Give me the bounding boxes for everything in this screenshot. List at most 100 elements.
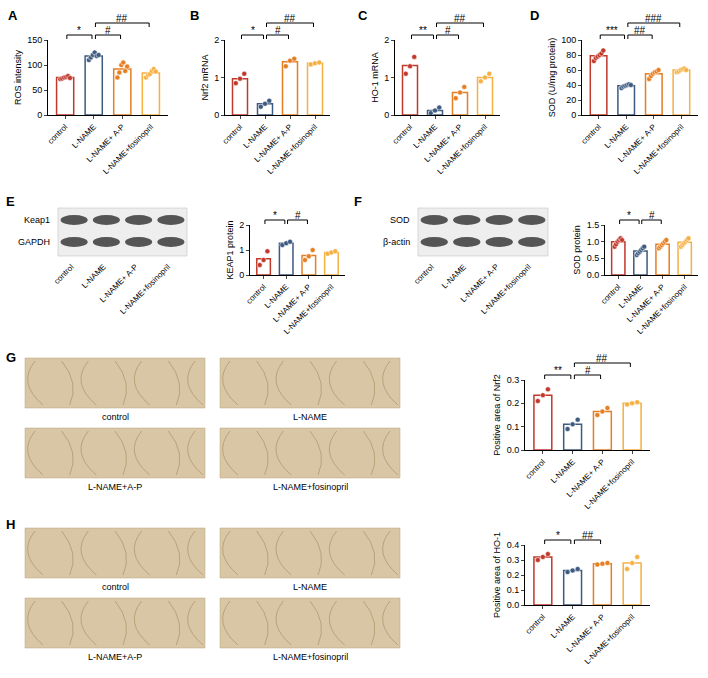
svg-text:H: H xyxy=(6,517,15,532)
svg-text:L-NAME+fosinopril: L-NAME+fosinopril xyxy=(583,612,637,666)
svg-text:1.5: 1.5 xyxy=(587,220,600,230)
svg-text:control: control xyxy=(46,122,70,146)
svg-text:1.0: 1.0 xyxy=(587,237,600,247)
svg-text:control: control xyxy=(221,122,245,146)
svg-text:L-NAME: L-NAME xyxy=(603,122,631,150)
svg-text:control: control xyxy=(102,582,129,592)
svg-text:2: 2 xyxy=(384,35,389,45)
svg-text:L-NAME: L-NAME xyxy=(617,282,645,310)
svg-text:L-NAME: L-NAME xyxy=(549,612,577,640)
svg-text:*: * xyxy=(273,210,277,221)
svg-text:C: C xyxy=(358,8,368,23)
svg-text:control: control xyxy=(244,282,268,306)
svg-text:L-NAME+fosinopril: L-NAME+fosinopril xyxy=(273,482,348,492)
svg-text:#: # xyxy=(275,25,281,36)
svg-text:100: 100 xyxy=(561,35,576,45)
svg-text:*: * xyxy=(556,530,560,541)
svg-text:0: 0 xyxy=(571,110,576,120)
svg-text:Positive area of HO-1: Positive area of HO-1 xyxy=(492,532,502,618)
svg-text:1: 1 xyxy=(214,73,219,83)
svg-text:0.1: 0.1 xyxy=(507,422,520,432)
svg-text:##: ## xyxy=(596,353,608,364)
svg-text:L-NAME: L-NAME xyxy=(263,282,291,310)
svg-text:E: E xyxy=(6,194,15,209)
svg-text:L-NAME+fosinopril: L-NAME+fosinopril xyxy=(436,122,490,176)
svg-text:Nrf2 mRNA: Nrf2 mRNA xyxy=(200,54,210,100)
svg-text:##: ## xyxy=(582,530,594,541)
svg-text:L-NAME+ A-P: L-NAME+ A-P xyxy=(253,122,295,164)
svg-text:L-NAME+A-P: L-NAME+A-P xyxy=(88,482,142,492)
svg-text:β-actin: β-actin xyxy=(383,237,410,247)
svg-text:L-NAME+fosinopril: L-NAME+fosinopril xyxy=(118,262,172,316)
svg-text:40: 40 xyxy=(566,80,576,90)
svg-text:20: 20 xyxy=(566,95,576,105)
svg-text:L-NAME+ A-P: L-NAME+ A-P xyxy=(423,122,465,164)
svg-text:0: 0 xyxy=(214,110,219,120)
svg-text:L-NAME+ A-P: L-NAME+ A-P xyxy=(98,263,140,305)
svg-text:HO-1 mRNA: HO-1 mRNA xyxy=(370,52,380,103)
svg-text:control: control xyxy=(412,262,436,286)
svg-text:Positive area of Nrf2: Positive area of Nrf2 xyxy=(492,374,502,456)
svg-text:control: control xyxy=(391,122,415,146)
svg-text:#: # xyxy=(295,210,301,221)
svg-text:***: *** xyxy=(606,25,618,36)
svg-text:F: F xyxy=(354,194,362,209)
svg-text:50: 50 xyxy=(32,85,42,95)
svg-text:L-NAME: L-NAME xyxy=(293,582,327,592)
svg-text:#: # xyxy=(105,25,111,36)
svg-text:0.4: 0.4 xyxy=(507,540,520,550)
svg-text:**: ** xyxy=(419,25,427,36)
svg-text:control: control xyxy=(102,412,129,422)
svg-text:150: 150 xyxy=(27,35,42,45)
svg-text:##: ## xyxy=(634,25,646,36)
svg-text:L-NAME+fosinopril: L-NAME+fosinopril xyxy=(635,282,689,336)
svg-text:L-NAME+fosinopril: L-NAME+fosinopril xyxy=(282,282,336,336)
svg-text:L-NAME+ A-P: L-NAME+ A-P xyxy=(565,612,607,654)
svg-text:control: control xyxy=(524,457,548,481)
svg-text:L-NAME+ A-P: L-NAME+ A-P xyxy=(85,122,127,164)
svg-text:L-NAME+ A-P: L-NAME+ A-P xyxy=(271,282,313,324)
svg-text:L-NAME: L-NAME xyxy=(70,122,98,150)
svg-text:#: # xyxy=(445,25,451,36)
svg-text:control: control xyxy=(52,262,76,286)
svg-text:A: A xyxy=(8,8,18,23)
svg-text:###: ### xyxy=(645,13,662,24)
svg-text:L-NAME+fosinopril: L-NAME+fosinopril xyxy=(632,122,686,176)
svg-text:L-NAME+fosinopril: L-NAME+fosinopril xyxy=(266,122,320,176)
svg-text:0.5: 0.5 xyxy=(587,253,600,263)
svg-text:L-NAME: L-NAME xyxy=(549,457,577,485)
svg-text:1: 1 xyxy=(239,245,244,255)
svg-text:0.1: 0.1 xyxy=(507,585,520,595)
svg-text:D: D xyxy=(530,8,539,23)
svg-text:L-NAME+fosinopril: L-NAME+fosinopril xyxy=(583,457,637,511)
svg-text:L-NAME+ A-P: L-NAME+ A-P xyxy=(565,457,607,499)
svg-text:B: B xyxy=(190,8,199,23)
svg-text:ROS intensity: ROS intensity xyxy=(13,49,23,105)
svg-text:L-NAME+fosinopril: L-NAME+fosinopril xyxy=(273,652,348,662)
svg-text:0.0: 0.0 xyxy=(587,270,600,280)
svg-text:0.2: 0.2 xyxy=(507,570,520,580)
svg-text:*: * xyxy=(627,210,631,221)
svg-text:L-NAME: L-NAME xyxy=(440,263,468,291)
svg-text:G: G xyxy=(6,350,16,365)
svg-text:L-NAME: L-NAME xyxy=(80,262,108,290)
svg-text:0: 0 xyxy=(384,110,389,120)
svg-text:#: # xyxy=(585,365,591,376)
svg-text:*: * xyxy=(77,25,81,36)
svg-text:Keap1: Keap1 xyxy=(24,215,50,225)
svg-text:L-NAME+A-P: L-NAME+A-P xyxy=(88,652,142,662)
svg-text:0.2: 0.2 xyxy=(507,398,520,408)
svg-text:60: 60 xyxy=(566,65,576,75)
svg-text:control: control xyxy=(524,612,548,636)
svg-text:KEAP1 protein: KEAP1 protein xyxy=(225,220,235,279)
svg-text:SOD: SOD xyxy=(390,215,410,225)
svg-text:L-NAME+fosinopril: L-NAME+fosinopril xyxy=(479,262,533,316)
svg-text:##: ## xyxy=(454,13,466,24)
svg-text:80: 80 xyxy=(566,50,576,60)
svg-text:**: ** xyxy=(554,365,562,376)
svg-text:0: 0 xyxy=(37,110,42,120)
svg-text:L-NAME+fosinopril: L-NAME+fosinopril xyxy=(101,122,155,176)
svg-text:0.0: 0.0 xyxy=(507,445,520,455)
svg-text:GAPDH: GAPDH xyxy=(18,237,50,247)
svg-text:0.0: 0.0 xyxy=(507,600,520,610)
